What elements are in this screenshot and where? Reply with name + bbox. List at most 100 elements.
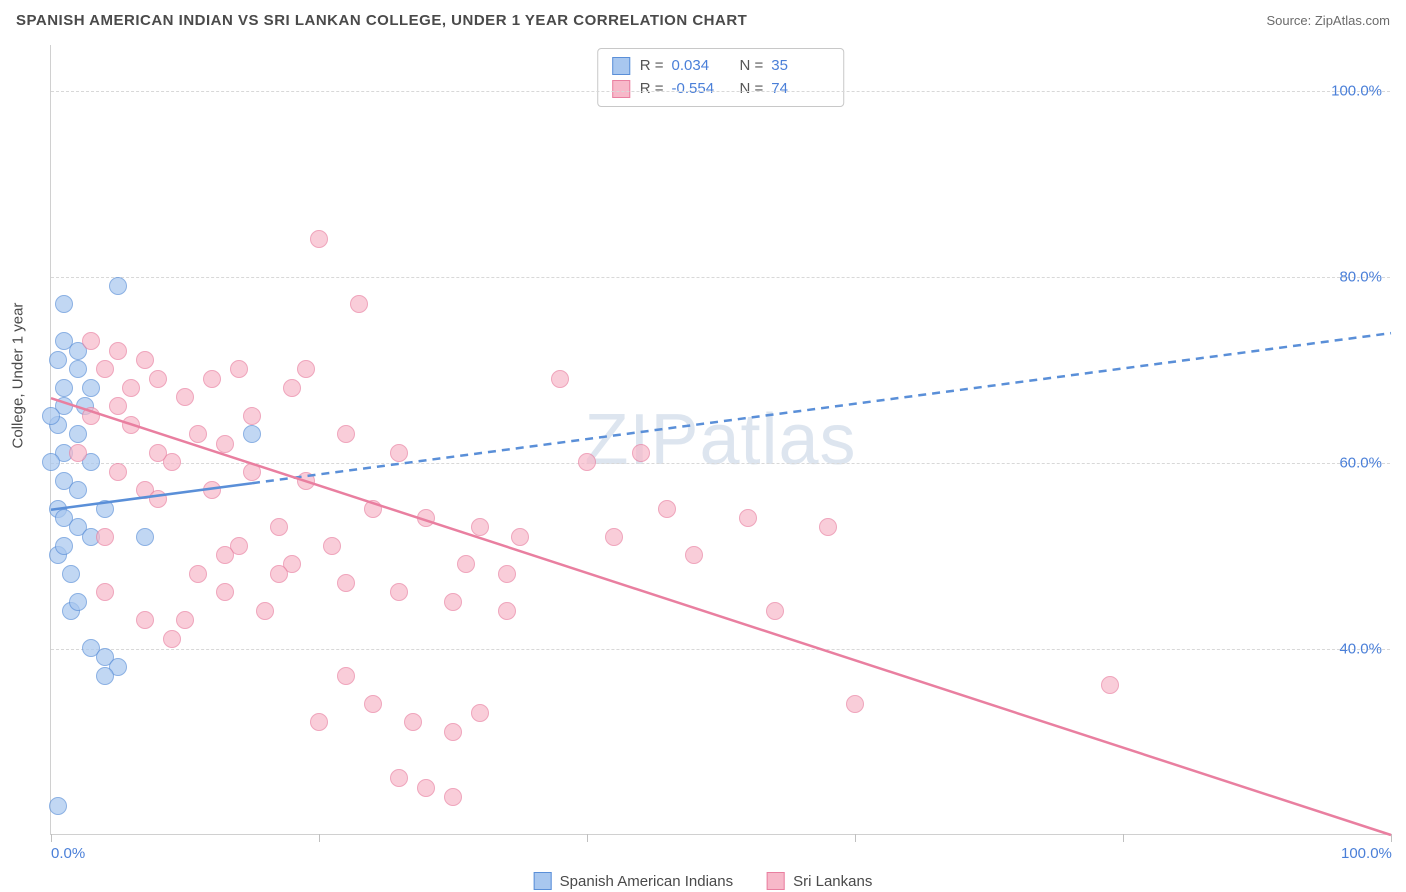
stat-n-value: 35 [771, 55, 829, 78]
scatter-point [578, 453, 596, 471]
y-tick-label: 100.0% [1331, 83, 1382, 100]
scatter-point [337, 574, 355, 592]
scatter-point [310, 230, 328, 248]
scatter-point [69, 593, 87, 611]
scatter-point [42, 453, 60, 471]
scatter-point [176, 611, 194, 629]
scatter-point [444, 593, 462, 611]
scatter-point [49, 351, 67, 369]
scatter-point [404, 713, 422, 731]
bottom-legend: Spanish American Indians Sri Lankans [534, 872, 873, 890]
scatter-point [69, 425, 87, 443]
scatter-point [230, 360, 248, 378]
scatter-point [350, 295, 368, 313]
x-tick [587, 834, 588, 842]
scatter-point [243, 425, 261, 443]
stat-n-value: 74 [771, 78, 829, 101]
series-swatch [767, 872, 785, 890]
scatter-point [270, 565, 288, 583]
scatter-point [498, 565, 516, 583]
y-axis-label: College, Under 1 year [10, 303, 27, 449]
scatter-point [256, 602, 274, 620]
scatter-point [109, 342, 127, 360]
scatter-point [819, 518, 837, 536]
scatter-point [323, 537, 341, 555]
series-swatch [612, 80, 630, 98]
y-tick-label: 60.0% [1339, 455, 1382, 472]
scatter-point [417, 779, 435, 797]
x-tick-label: 100.0% [1341, 845, 1392, 862]
x-tick [51, 834, 52, 842]
scatter-point [310, 713, 328, 731]
x-tick [855, 834, 856, 842]
scatter-point [766, 602, 784, 620]
scatter-point [297, 472, 315, 490]
scatter-point [685, 546, 703, 564]
scatter-point [189, 565, 207, 583]
scatter-point [216, 435, 234, 453]
scatter-point [243, 407, 261, 425]
scatter-point [109, 277, 127, 295]
scatter-point [739, 509, 757, 527]
scatter-point [176, 388, 194, 406]
scatter-point [364, 695, 382, 713]
scatter-point [96, 500, 114, 518]
scatter-point [62, 565, 80, 583]
scatter-point [149, 370, 167, 388]
scatter-point [149, 490, 167, 508]
scatter-point [203, 481, 221, 499]
x-tick [1391, 834, 1392, 842]
stat-r-value: 0.034 [672, 55, 730, 78]
scatter-point [216, 583, 234, 601]
scatter-point [457, 555, 475, 573]
scatter-point [337, 425, 355, 443]
scatter-point [390, 583, 408, 601]
scatter-point [42, 407, 60, 425]
scatter-point [283, 379, 301, 397]
scatter-point [109, 397, 127, 415]
legend-item: Spanish American Indians [534, 872, 733, 890]
scatter-point [96, 583, 114, 601]
chart-title: SPANISH AMERICAN INDIAN VS SRI LANKAN CO… [16, 12, 747, 29]
x-tick [1123, 834, 1124, 842]
scatter-point [163, 630, 181, 648]
scatter-point [69, 481, 87, 499]
scatter-point [471, 518, 489, 536]
scatter-point [417, 509, 435, 527]
stats-row: R =-0.554N =74 [612, 78, 830, 101]
scatter-point [390, 444, 408, 462]
scatter-point [82, 379, 100, 397]
stat-r-label: R = [640, 55, 664, 78]
scatter-point [189, 425, 207, 443]
scatter-point [96, 360, 114, 378]
scatter-point [136, 351, 154, 369]
stats-row: R = 0.034 N = 35 [612, 55, 830, 78]
scatter-point [55, 295, 73, 313]
legend-label: Sri Lankans [793, 873, 872, 890]
scatter-point [69, 444, 87, 462]
scatter-point [846, 695, 864, 713]
source-label: Source: ZipAtlas.com [1266, 13, 1390, 28]
scatter-point [243, 463, 261, 481]
scatter-point [444, 723, 462, 741]
y-tick-label: 40.0% [1339, 641, 1382, 658]
scatter-point [297, 360, 315, 378]
scatter-point [551, 370, 569, 388]
legend-label: Spanish American Indians [560, 873, 733, 890]
scatter-point [337, 667, 355, 685]
scatter-point [390, 769, 408, 787]
scatter-point [55, 379, 73, 397]
scatter-point [270, 518, 288, 536]
y-tick-label: 80.0% [1339, 269, 1382, 286]
scatter-point [69, 360, 87, 378]
scatter-point [471, 704, 489, 722]
series-swatch [534, 872, 552, 890]
scatter-point [82, 332, 100, 350]
scatter-point [55, 537, 73, 555]
stat-n-label: N = [740, 55, 764, 78]
watermark-text: ZIPatlas [584, 399, 856, 481]
stats-legend-box: R =0.034N =35R =-0.554N =74 [597, 48, 845, 107]
stat-n-label: N = [740, 78, 764, 101]
stat-r-label: R = [640, 78, 664, 101]
grid-line [51, 91, 1390, 92]
